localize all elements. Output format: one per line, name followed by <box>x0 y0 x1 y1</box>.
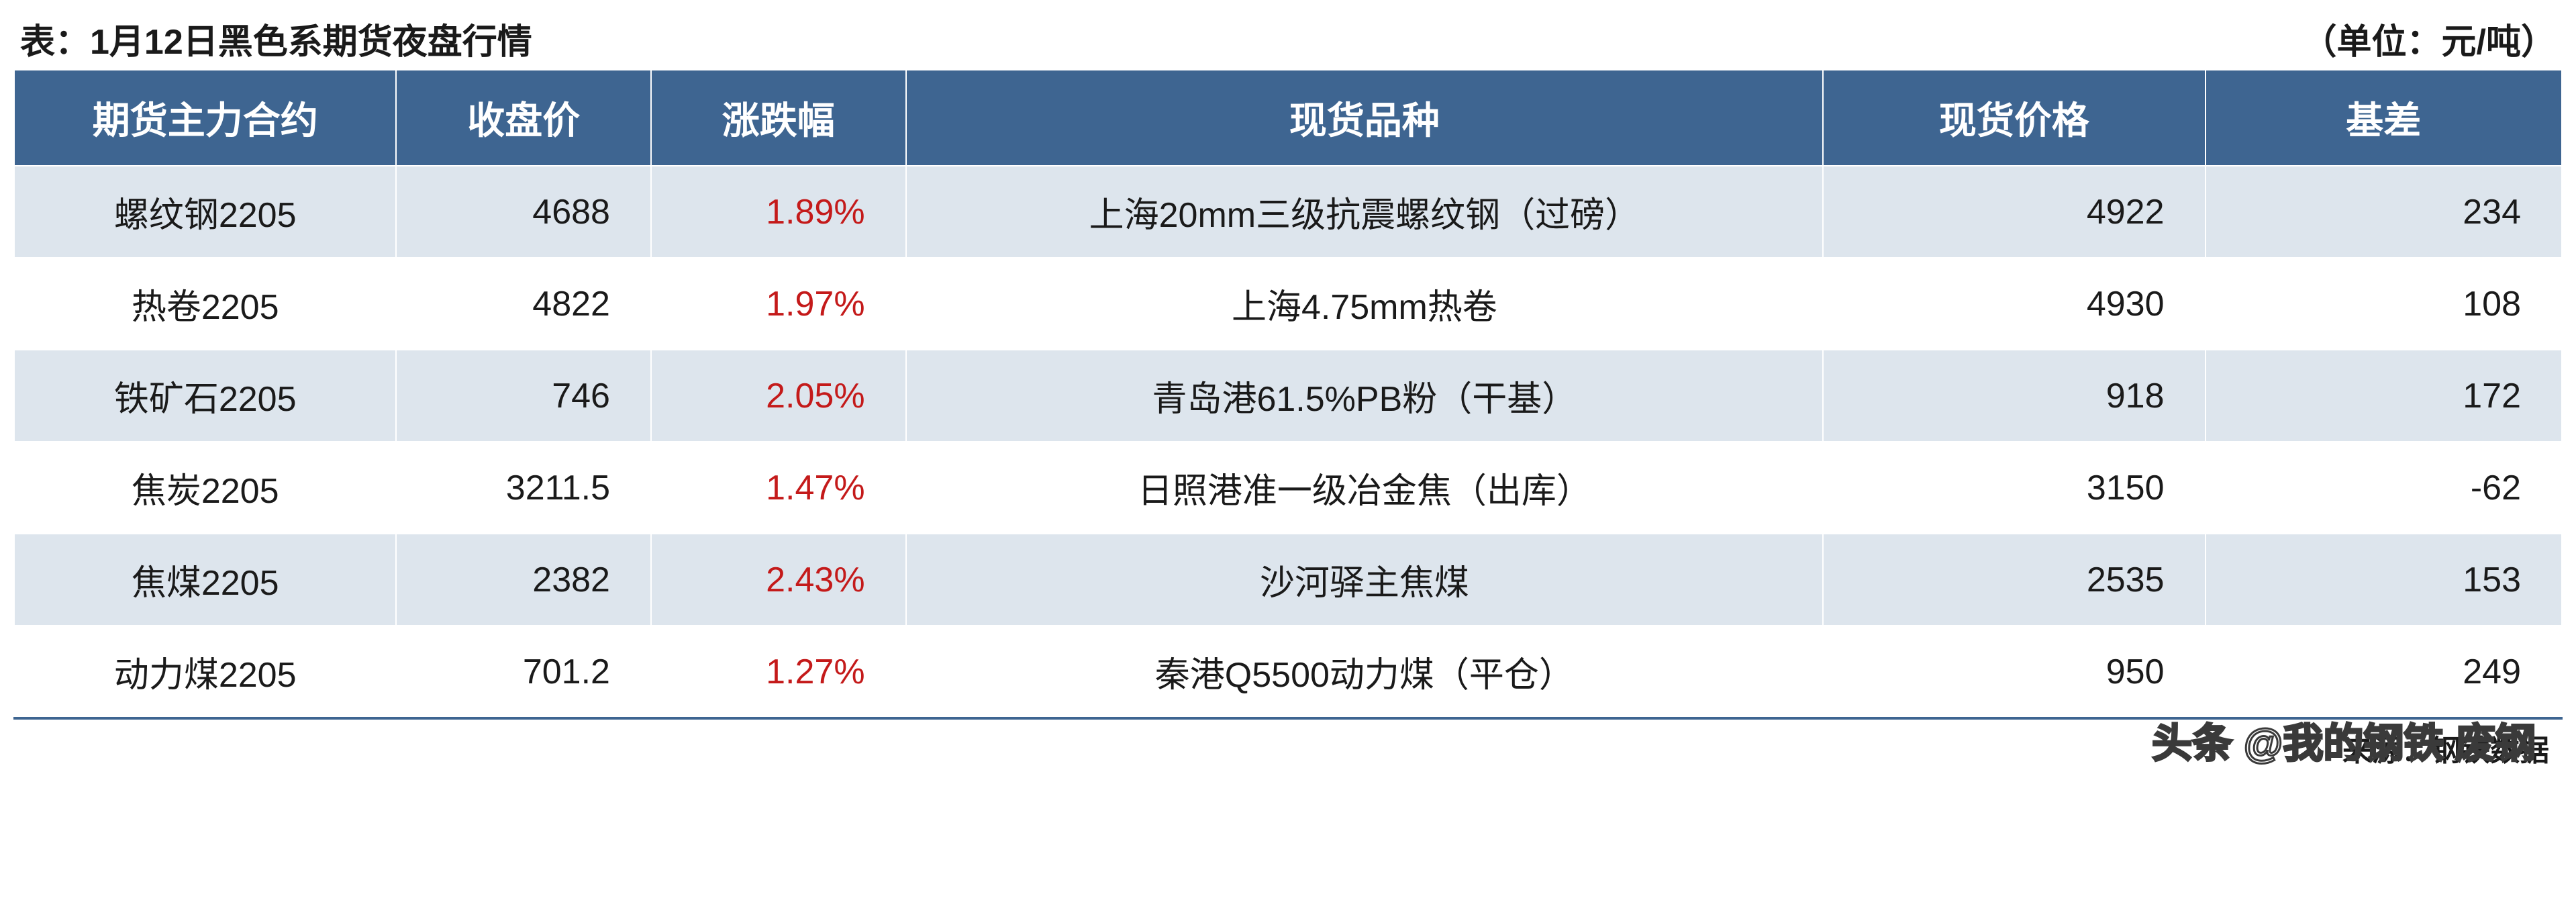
title-row: 表：1月12日黑色系期货夜盘行情 （单位：元/吨） <box>13 13 2563 64</box>
col-header-basis: 基差 <box>2206 70 2562 166</box>
cell-contract: 焦炭2205 <box>14 442 396 534</box>
table-row: 焦煤220523822.43%沙河驿主焦煤2535153 <box>14 534 2562 626</box>
cell-basis: -62 <box>2206 442 2562 534</box>
table-card: 表：1月12日黑色系期货夜盘行情 （单位：元/吨） 期货主力合约 收盘价 涨跌幅… <box>13 13 2563 776</box>
cell-spotprice: 4930 <box>1823 258 2205 350</box>
cell-spotname: 上海20mm三级抗震螺纹钢（过磅） <box>906 166 1824 258</box>
cell-spotprice: 2535 <box>1823 534 2205 626</box>
col-header-contract: 期货主力合约 <box>14 70 396 166</box>
col-header-spotprice: 现货价格 <box>1823 70 2205 166</box>
cell-spotname: 上海4.75mm热卷 <box>906 258 1824 350</box>
cell-spotprice: 950 <box>1823 626 2205 718</box>
cell-chg: 1.97% <box>651 258 906 350</box>
cell-spotname: 青岛港61.5%PB粉（干基） <box>906 350 1824 442</box>
cell-basis: 153 <box>2206 534 2562 626</box>
cell-chg: 2.43% <box>651 534 906 626</box>
cell-spotname: 秦港Q5500动力煤（平仓） <box>906 626 1824 718</box>
cell-close: 3211.5 <box>396 442 651 534</box>
cell-basis: 234 <box>2206 166 2562 258</box>
col-header-chg: 涨跌幅 <box>651 70 906 166</box>
table-row: 焦炭22053211.51.47%日照港准一级冶金焦（出库）3150-62 <box>14 442 2562 534</box>
cell-close: 4822 <box>396 258 651 350</box>
cell-basis: 172 <box>2206 350 2562 442</box>
table-row: 螺纹钢220546881.89%上海20mm三级抗震螺纹钢（过磅）4922234 <box>14 166 2562 258</box>
cell-close: 701.2 <box>396 626 651 718</box>
table-row: 铁矿石22057462.05%青岛港61.5%PB粉（干基）918172 <box>14 350 2562 442</box>
cell-spotprice: 918 <box>1823 350 2205 442</box>
cell-spotname: 日照港准一级冶金焦（出库） <box>906 442 1824 534</box>
table-unit: （单位：元/吨） <box>2302 13 2556 64</box>
col-header-spotname: 现货品种 <box>906 70 1824 166</box>
cell-close: 4688 <box>396 166 651 258</box>
col-header-close: 收盘价 <box>396 70 651 166</box>
cell-contract: 螺纹钢2205 <box>14 166 396 258</box>
cell-contract: 热卷2205 <box>14 258 396 350</box>
table-header-row: 期货主力合约 收盘价 涨跌幅 现货品种 现货价格 基差 <box>14 70 2562 166</box>
table-row: 热卷220548221.97%上海4.75mm热卷4930108 <box>14 258 2562 350</box>
cell-basis: 249 <box>2206 626 2562 718</box>
footer-bar: 来源：钢铁数据 头条 @我的钢铁 废钢 <box>13 717 2563 776</box>
table-body: 螺纹钢220546881.89%上海20mm三级抗震螺纹钢（过磅）4922234… <box>14 166 2562 718</box>
cell-spotprice: 4922 <box>1823 166 2205 258</box>
futures-table: 期货主力合约 收盘价 涨跌幅 现货品种 现货价格 基差 螺纹钢220546881… <box>13 69 2563 718</box>
cell-contract: 焦煤2205 <box>14 534 396 626</box>
cell-close: 2382 <box>396 534 651 626</box>
cell-spotprice: 3150 <box>1823 442 2205 534</box>
table-row: 动力煤2205701.21.27%秦港Q5500动力煤（平仓）950249 <box>14 626 2562 718</box>
cell-contract: 动力煤2205 <box>14 626 396 718</box>
footer-source: 来源：钢铁数据 <box>2342 734 2549 767</box>
table-title: 表：1月12日黑色系期货夜盘行情 <box>20 13 532 64</box>
cell-chg: 1.27% <box>651 626 906 718</box>
cell-basis: 108 <box>2206 258 2562 350</box>
cell-spotname: 沙河驿主焦煤 <box>906 534 1824 626</box>
cell-chg: 1.47% <box>651 442 906 534</box>
cell-contract: 铁矿石2205 <box>14 350 396 442</box>
cell-chg: 2.05% <box>651 350 906 442</box>
cell-close: 746 <box>396 350 651 442</box>
cell-chg: 1.89% <box>651 166 906 258</box>
